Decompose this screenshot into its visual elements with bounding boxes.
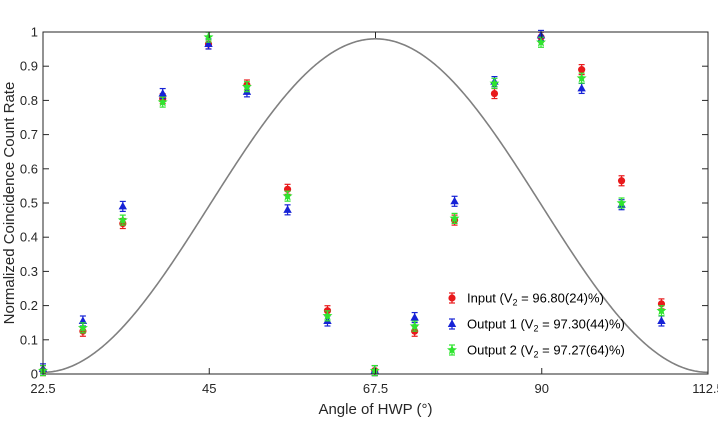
star-point: [489, 78, 500, 88]
fit-curve-layer: [42, 38, 709, 374]
y-tick-label: 0.3: [20, 264, 38, 279]
triangle-point: [577, 83, 586, 92]
y-tick-label: 0.5: [20, 196, 38, 211]
legend-entry-value: = 97.27(64)%): [539, 343, 625, 358]
x-tick-label: 90: [535, 381, 549, 396]
legend-entry-name: Output 2 (V: [467, 343, 534, 358]
star-point: [322, 310, 333, 321]
star-point: [77, 322, 88, 333]
legend-marker-circle: [448, 294, 456, 302]
legend-entry-name: Input (V: [467, 291, 513, 306]
triangle-point: [450, 196, 459, 205]
y-tick-label: 0.1: [20, 332, 38, 347]
circle-point: [578, 66, 586, 74]
circle-point: [617, 177, 626, 185]
y-tick-label: 0.8: [20, 93, 38, 108]
circle-point: [490, 89, 499, 98]
y-axis-label: Normalized Coincidence Count Rate: [1, 82, 18, 325]
y-tick-label: 1: [31, 25, 38, 40]
star-point: [117, 214, 128, 225]
triangle-point: [283, 205, 292, 213]
fit-curve: [42, 38, 709, 374]
legend: Input (V2 = 96.80(24)%)Output 1 (V2 = 97…: [447, 291, 625, 360]
triangle-point: [158, 88, 167, 97]
triangle-point: [536, 30, 546, 39]
legend-entry-1: Input (V2 = 96.80(24)%): [467, 291, 604, 308]
triangle-point: [118, 201, 127, 210]
plot-background: [43, 32, 708, 374]
x-axis-label: Angle of HWP (°): [318, 401, 432, 418]
star-point: [409, 320, 420, 331]
legend-entry-value: = 97.30(44)%): [539, 317, 625, 332]
y-tick-label: 0: [31, 367, 38, 382]
y-tick-label: 0.6: [20, 161, 38, 176]
x-ticks: 22.5 45 67.5 90 112.5: [30, 32, 718, 396]
x-tick-label: 45: [202, 381, 216, 396]
y-tick-label: 0.7: [20, 127, 38, 142]
legend-entry-subscript: 2: [513, 298, 518, 308]
x-tick-label: 67.5: [363, 381, 388, 396]
star-point: [369, 365, 380, 375]
star-point: [203, 31, 214, 42]
star-point: [536, 37, 546, 47]
star-point: [449, 213, 460, 223]
triangle-point: [410, 312, 419, 321]
y-ticks: 0 0.1 0.2 0.3 0.4 0.5 0.6 0.7 0.8 0.9 1: [20, 25, 708, 382]
y-tick-label: 0.2: [20, 298, 38, 313]
triangle-point: [657, 316, 666, 324]
star-point: [282, 190, 293, 201]
star-point: [576, 72, 587, 83]
legend-entry-name: Output 1 (V: [467, 317, 534, 332]
star-point: [241, 81, 252, 91]
star-point: [157, 96, 168, 107]
star-point: [616, 197, 627, 208]
legend-marker-triangle: [447, 319, 457, 327]
legend-entry-subscript: 2: [533, 324, 538, 334]
data-marks-layer: [38, 29, 667, 377]
legend-entry-2: Output 1 (V2 = 97.30(44)%): [467, 317, 625, 334]
legend-entry-3: Output 2 (V2 = 97.27(64)%): [467, 343, 625, 360]
legend-entry-subscript: 2: [533, 350, 538, 360]
triangle-point: [204, 39, 213, 47]
triangle-point: [78, 316, 88, 324]
y-tick-label: 0.9: [20, 59, 38, 74]
star-point: [656, 305, 667, 315]
x-tick-label: 22.5: [30, 381, 55, 396]
legend-marker-star: [447, 344, 457, 355]
legend-entry-value: = 96.80(24)%): [518, 291, 604, 306]
x-tick-label: 112.5: [692, 381, 718, 396]
y-tick-label: 0.4: [20, 230, 38, 245]
